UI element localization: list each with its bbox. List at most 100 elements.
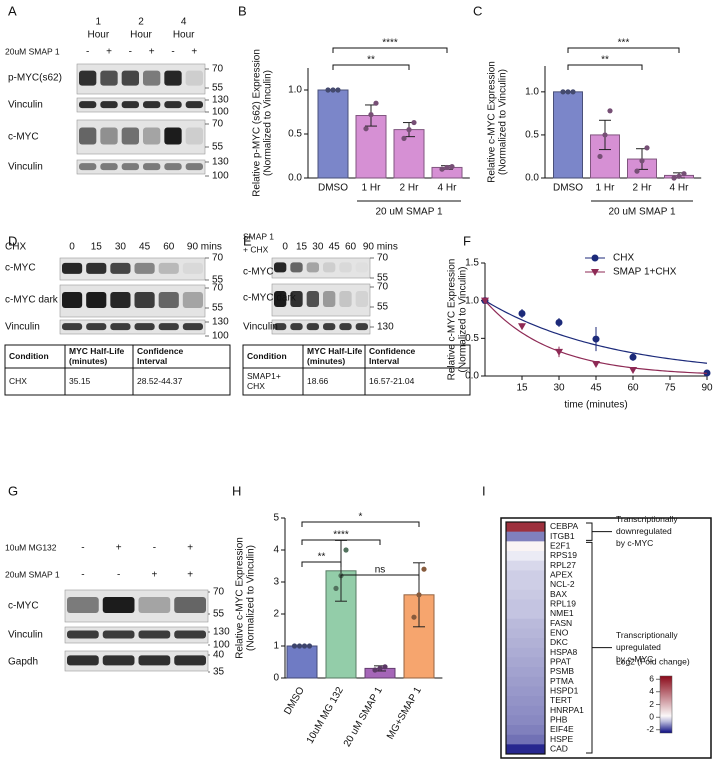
colorbar-tick-label: 4: [649, 686, 654, 696]
mw-marker: 130: [213, 627, 230, 638]
data-point: [291, 643, 298, 649]
time-label: 60: [345, 242, 357, 253]
blot-band: [290, 262, 303, 273]
gene-label: NME1: [550, 608, 574, 618]
blot-band: [323, 323, 336, 331]
blot-band: [134, 262, 155, 274]
blot-band: [355, 323, 368, 331]
blot-band: [274, 262, 287, 273]
treatment-sign: -: [129, 47, 132, 58]
x-tick-label: 15: [516, 383, 528, 394]
heatmap-cell: [506, 560, 545, 571]
y-tick-label: 0.0: [288, 173, 302, 184]
blot-band: [182, 292, 203, 309]
significance-label: ****: [382, 38, 398, 49]
panel-label: E: [243, 233, 252, 248]
blot-band: [158, 292, 179, 309]
significance-label: **: [367, 55, 375, 66]
heatmap-cell: [506, 686, 545, 697]
heatmap-cell: [506, 589, 545, 600]
mw-marker: 35: [213, 667, 225, 678]
x-tick-label: 30: [553, 383, 565, 394]
significance-label: ****: [333, 530, 349, 541]
x-tick-label: 90: [701, 383, 713, 394]
mw-marker: 55: [212, 303, 224, 314]
data-point: [565, 89, 571, 95]
blot-band: [121, 70, 139, 86]
data-point: [629, 366, 637, 374]
data-point: [681, 171, 687, 177]
blot-band: [164, 101, 182, 109]
blot-band: [110, 262, 131, 274]
x-tick-label: DMSO: [282, 685, 307, 717]
gene-label: HSPE: [550, 734, 573, 744]
gene-label: HSPA8: [550, 647, 578, 657]
gene-label: BAX: [550, 589, 567, 599]
table-cell: 28.52-44.37: [137, 376, 183, 386]
blot-row-label: c-MYC: [8, 601, 39, 612]
mw-marker: 55: [212, 142, 224, 153]
gene-label: PTMA: [550, 676, 574, 686]
panel-label: I: [482, 483, 486, 498]
column-header: Hour: [173, 30, 195, 41]
data-point: [592, 360, 600, 368]
mw-marker: 130: [212, 95, 229, 106]
data-point: [555, 348, 563, 356]
table-cell: Condition: [9, 351, 49, 361]
panel-label: D: [8, 233, 17, 248]
annotation-bracket: [586, 522, 612, 541]
colorbar: [659, 675, 673, 734]
blot-strip: [59, 284, 206, 318]
table-cell: (minutes): [69, 356, 107, 366]
table-cell: CHX: [247, 381, 265, 391]
heatmap-cell: [506, 734, 545, 745]
data-point: [325, 87, 331, 93]
mw-marker: 70: [377, 253, 389, 264]
panel-frame: [500, 517, 712, 759]
bar: [317, 89, 349, 179]
blot-band: [67, 630, 99, 639]
treatment-sign: +: [106, 47, 112, 58]
blot-row-label: p-MYC(s62): [8, 73, 62, 84]
significance-label: *: [359, 512, 363, 523]
blot-band: [110, 323, 131, 331]
blot-band: [62, 262, 83, 274]
significance-bracket: [301, 561, 342, 567]
blot-row-label: c-MYC: [8, 132, 39, 143]
blot-band: [164, 163, 182, 171]
annotation-text: Transcriptionally: [616, 630, 678, 640]
blot-band: [79, 127, 97, 145]
table-cell: MYC Half-Life: [307, 346, 363, 356]
colorbar-title: Log2 (Fold change): [616, 656, 690, 666]
treatment-sign: -: [153, 543, 156, 554]
annotation-text: downregulated: [616, 526, 672, 536]
blot-row-label: Vinculin: [8, 630, 43, 641]
data-point: [335, 87, 341, 93]
blot-band: [306, 323, 319, 331]
blot-band: [67, 597, 99, 614]
gene-label: PHB: [550, 714, 568, 724]
table-cell: Condition: [247, 351, 287, 361]
heatmap-cell: [506, 725, 545, 735]
blot-band: [185, 127, 203, 145]
data-point: [639, 158, 645, 164]
data-point: [421, 566, 427, 572]
y-tick-label: 1.0: [288, 85, 302, 96]
significance-bracket: [332, 64, 410, 70]
blot-band: [86, 292, 107, 309]
x-tick-label: 75: [664, 383, 676, 394]
blot-band: [339, 323, 352, 331]
y-tick-label: 0.0: [525, 173, 539, 184]
blot-band: [62, 323, 83, 331]
column-header: Hour: [87, 30, 109, 41]
y-axis-label: Relative c-MYC Expression: [487, 61, 498, 183]
panel-label: G: [8, 483, 18, 498]
blot-band: [121, 127, 139, 145]
table-frame: [4, 344, 231, 396]
data-point: [439, 166, 445, 172]
y-axis-label: (Normalized to Vinculin): [246, 545, 257, 651]
data-point: [411, 119, 417, 126]
blot-row-label: Vinculin: [8, 100, 43, 111]
significance-label: **: [601, 55, 609, 66]
blot-band: [185, 70, 203, 86]
